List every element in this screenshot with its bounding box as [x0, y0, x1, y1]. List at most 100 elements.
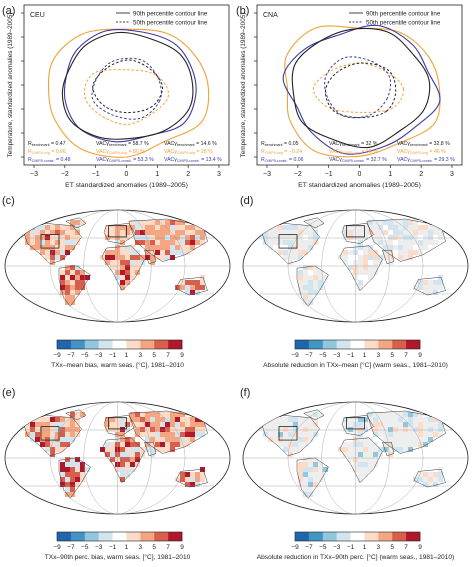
x-axis: −3 −2 −1 0 1 2 3 ET standardized anomalies (198… [263, 165, 454, 189]
colorbar-tick-label: −3 [95, 352, 103, 359]
colorbar-tick-label: −9 [291, 544, 299, 551]
colorbar-swatch [350, 340, 365, 349]
coastline [413, 276, 446, 296]
meridian-line [49, 210, 186, 322]
colorbar-tick-label: 5 [390, 352, 394, 359]
colorbar-swatch [98, 340, 113, 349]
y-axis: Temperature, standardized anomalies (198… [7, 13, 24, 158]
x-tick-label: 1 [155, 171, 159, 178]
coastline [22, 223, 82, 265]
stat-2: RCMIP5-constr. = 0.48 [28, 157, 71, 163]
colorbar-tick-label: 9 [180, 544, 184, 551]
colorbar-swatch [84, 340, 99, 349]
coastline [128, 410, 208, 454]
x-tick-label: 0 [125, 171, 129, 178]
colorbar-tick-label: 7 [404, 544, 408, 551]
region-box-ceu [346, 417, 365, 430]
x-tick-label: 1 [388, 171, 392, 178]
colorbar-tick-label: 5 [152, 544, 156, 551]
map-panel-1: (c) −9 −7 −5 −3 −1 1 3 5 7 9 TXx–mean bias, warm se… [2, 195, 231, 369]
colorbar-tick-label: 9 [418, 544, 422, 551]
bias-cells [263, 412, 443, 497]
graticule [5, 402, 230, 514]
colorbar-tick-label: −5 [81, 544, 89, 551]
colorbar-swatch [295, 340, 310, 349]
coastline [101, 437, 145, 484]
coastline [58, 457, 91, 499]
colorbar-tick-label: 1 [125, 544, 129, 551]
stat-4: VACγCMIP5-orig = 60 % [329, 149, 378, 155]
colorbar-tick-label: 9 [418, 352, 422, 359]
contour-90th [47, 28, 210, 158]
colorbar-tick-label: −3 [95, 544, 103, 551]
colorbar-tick-label: −7 [67, 352, 75, 359]
coastlines [260, 409, 446, 499]
colorbar-tick-label: −1 [347, 352, 355, 359]
y-axis-label: Temperature, standardized anomalies (198… [7, 13, 14, 158]
coastline [144, 250, 157, 265]
region-box-cna [40, 234, 60, 249]
stat-4: VACγCMIP5-orig = 80 % [96, 149, 145, 155]
region-box-ceu [108, 225, 127, 238]
x-tick-label: 3 [217, 171, 221, 178]
colorbar-swatch [126, 532, 141, 541]
map-panel-4: (f) −9 −7 −5 −3 −1 1 3 5 7 9 Absolute reduction in … [240, 387, 469, 561]
coastline [128, 218, 208, 262]
colorbar-tick-label: −3 [333, 352, 341, 359]
coastline [382, 442, 395, 457]
region-label: CNA [263, 12, 278, 19]
stat-2: RCMIP5-constr. = 0.06 [261, 157, 304, 163]
colorbar-tick-label: 1 [363, 352, 367, 359]
stat-8: VACγCMIP5-constr. = 29.3 % [397, 157, 455, 163]
colorbar-tick-label: 1 [125, 352, 129, 359]
stats-block: Rbenchmark = 0.05 RCMIP5-orig = −0.24 RCMI… [261, 141, 455, 163]
colorbar-swatch [406, 532, 421, 541]
scatter-panel-ceu: (a) CEU 90th percentile contour line 50th p… [2, 4, 230, 189]
colorbar-tick-label: 7 [166, 544, 170, 551]
bias-cells [25, 412, 205, 497]
colorbar: −9 −7 −5 −3 −1 1 3 5 7 9 Absolute reduction in TXx… [263, 339, 448, 369]
map-letter: (e) [2, 387, 15, 399]
x-tick-label: −1 [325, 171, 333, 178]
colorbar-swatch [336, 340, 351, 349]
contour-50th [312, 62, 405, 113]
contour-90th [284, 25, 441, 158]
contour-90th [291, 27, 431, 149]
x-axis-label: ET standardized anomalies (1989–2005) [298, 182, 421, 189]
colorbar-swatch [70, 340, 86, 349]
x-tick-label: 2 [419, 171, 423, 178]
colorbar-swatch [112, 532, 127, 541]
colorbar-swatch [140, 340, 155, 349]
contour-50th [83, 69, 170, 125]
map-letter: (c) [2, 195, 15, 207]
stat-3: VACγbenchmark = 32 % [329, 141, 378, 147]
colorbar-tick-label: −5 [81, 352, 89, 359]
coastlines [260, 217, 446, 307]
x-tick-label: −2 [294, 171, 302, 178]
region-boxes [278, 225, 365, 249]
stat-5: VACγCMIP5-constr. = 53.3 % [96, 157, 154, 163]
stat-1: RCMIP5-orig = 0.66 [28, 149, 66, 155]
colorbar-frame [294, 339, 421, 350]
region-boxes [40, 225, 127, 249]
colorbar-frame [294, 531, 421, 542]
coastline [175, 276, 208, 296]
x-tick-label: −3 [30, 171, 38, 178]
coastline [101, 245, 145, 292]
contour-50th [324, 56, 392, 119]
coastline [341, 223, 374, 244]
colorbar-frame [56, 339, 183, 350]
colorbar-swatch [364, 532, 379, 541]
colorbar-swatch [392, 532, 407, 541]
meridian-line [83, 402, 152, 514]
colorbar-swatch [364, 340, 379, 349]
colorbar-tick-label: 3 [377, 352, 381, 359]
colorbar-swatch [378, 532, 393, 541]
stat-5: VACγCMIP5-constr. = 32.7 % [329, 157, 387, 163]
colorbar-swatch [322, 532, 337, 541]
colorbar: −9 −7 −5 −3 −1 1 3 5 7 9 TXx–90th perc. bias, warm… [45, 531, 191, 561]
stats-block: Rbenchmark = 0.47 RCMIP5-orig = 0.66 RCMIP… [28, 141, 222, 163]
coastline [413, 468, 446, 488]
map-panel-3: (e) −9 −7 −5 −3 −1 1 3 5 7 9 TXx–90th perc. bias, w… [2, 387, 231, 561]
colorbar: −9 −7 −5 −3 −1 1 3 5 7 9 Absolute reduction in TXx… [257, 531, 454, 561]
